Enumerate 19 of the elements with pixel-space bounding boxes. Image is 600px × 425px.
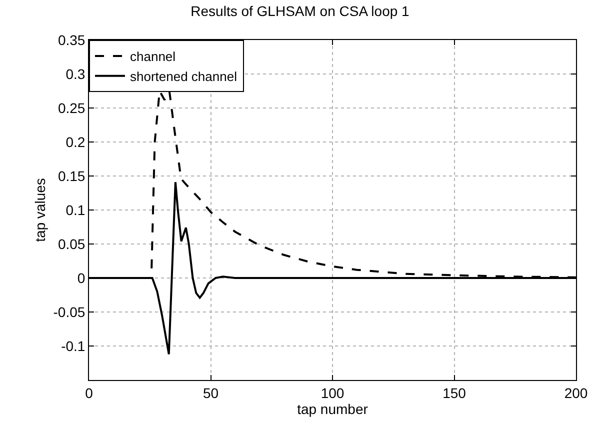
y-tick-label: 0.25 (58, 100, 86, 116)
y-axis-title: tap values (32, 178, 48, 242)
x-axis-title: tap number (297, 400, 368, 417)
legend-label: channel (130, 49, 176, 64)
y-tick-label: 0 (77, 270, 86, 286)
x-tick-label: 50 (202, 384, 219, 401)
y-tick-label: 0.05 (58, 236, 86, 252)
x-tick-label: 150 (442, 384, 466, 401)
y-tick-label: 0.2 (66, 134, 86, 150)
y-tick-label: 0.3 (66, 66, 86, 82)
y-tick-label: -0.1 (61, 338, 86, 354)
legend-label: shortened channel (130, 68, 238, 84)
x-tick-label: 100 (320, 384, 344, 401)
y-tick-label: 0.1 (66, 202, 86, 218)
y-tick-label: 0.35 (58, 32, 86, 48)
x-tick-label: 200 (564, 384, 588, 401)
chart-title: Results of GLHSAM on CSA loop 1 (190, 3, 410, 20)
y-tick-label: -0.05 (53, 304, 86, 320)
y-tick-label: 0.15 (58, 168, 86, 184)
